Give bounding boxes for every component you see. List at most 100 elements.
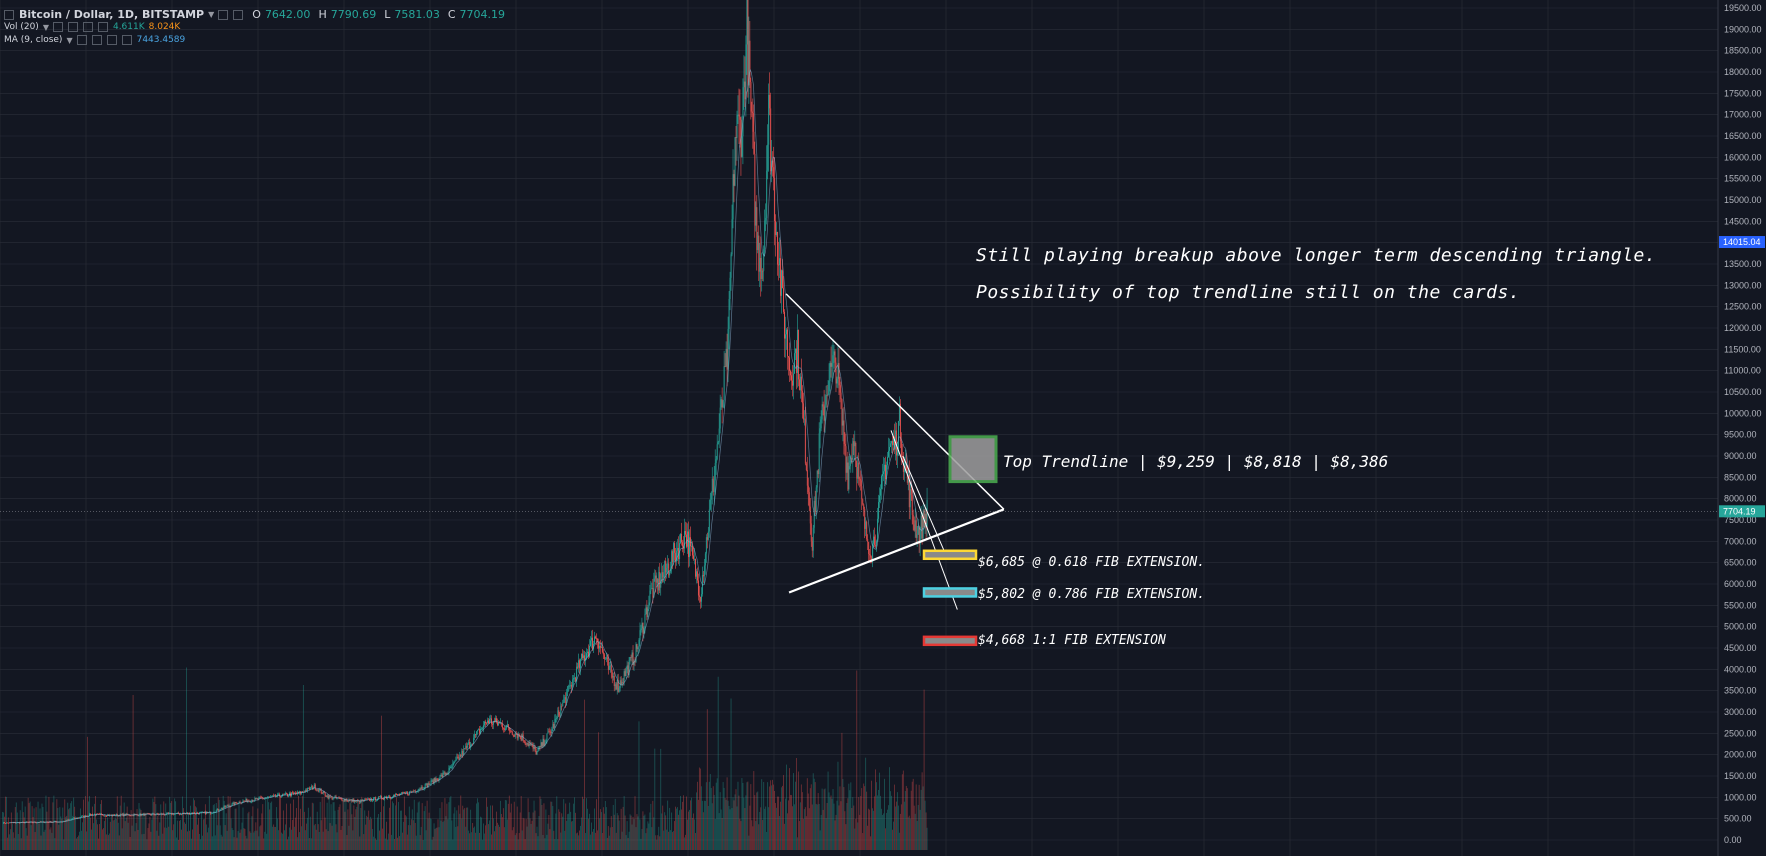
settings-icon[interactable] <box>91 35 102 45</box>
candle-body <box>715 459 717 463</box>
candle-body <box>365 799 367 801</box>
fib-1-box[interactable] <box>922 635 978 647</box>
candle-body <box>428 783 430 785</box>
candle-body <box>459 754 461 760</box>
more-icon[interactable] <box>121 35 132 45</box>
candle-body <box>257 798 259 800</box>
volume-bar <box>762 819 764 850</box>
volume-bar <box>388 833 389 850</box>
candle-body <box>433 778 435 784</box>
volume-bar <box>668 831 670 850</box>
volume-bar <box>455 826 457 850</box>
candle-body <box>705 537 707 554</box>
eye-icon[interactable] <box>52 22 63 32</box>
candle-body <box>562 702 564 707</box>
volume-label[interactable]: Vol (20) <box>4 22 39 32</box>
settings-icon[interactable] <box>218 9 229 20</box>
candle-body <box>74 817 76 819</box>
volume-bar <box>855 818 857 850</box>
candle-body <box>726 348 728 370</box>
volume-bar <box>670 830 672 850</box>
candle-body <box>651 588 653 589</box>
candle-body <box>85 815 87 817</box>
candle-body <box>695 558 696 577</box>
candle-body <box>680 533 682 544</box>
top-trendline-box[interactable] <box>948 435 998 484</box>
candle-body <box>884 464 885 472</box>
volume-bar <box>510 803 512 850</box>
close-icon[interactable] <box>233 9 244 20</box>
candle-body <box>778 264 780 266</box>
volume-bar <box>54 838 56 850</box>
candle-body <box>753 131 755 154</box>
candle-body <box>6 822 8 824</box>
volume-bar <box>385 838 386 850</box>
candle-body <box>829 362 831 382</box>
candle-body <box>590 640 591 646</box>
candle-body <box>628 660 630 675</box>
projection-line[interactable] <box>890 430 958 610</box>
volume-bar <box>543 803 545 850</box>
candle-body <box>28 822 30 823</box>
volume-value: 4.611K <box>112 22 145 32</box>
ascending-trendline[interactable] <box>788 508 1005 594</box>
volume-bar <box>639 819 641 850</box>
volume-bar <box>647 821 649 850</box>
close-icon[interactable] <box>82 22 93 32</box>
candle-body <box>760 257 762 279</box>
more-icon[interactable] <box>97 22 108 32</box>
candle-body <box>508 727 510 731</box>
y-tick-label: 6500.00 <box>1724 558 1757 568</box>
candle-body <box>661 572 663 582</box>
candle-body <box>129 815 131 817</box>
ma-label[interactable]: MA (9, close) <box>4 35 63 45</box>
candle-body <box>359 800 361 803</box>
candle-body <box>157 813 159 815</box>
volume-bar <box>851 807 853 850</box>
candle-body <box>517 733 519 739</box>
volume-bar <box>126 806 128 850</box>
candle-body <box>311 786 313 790</box>
volume-bar <box>98 838 99 850</box>
volume-bar <box>265 799 267 850</box>
fib-786-box[interactable] <box>922 587 978 598</box>
volume-bar <box>28 803 30 850</box>
fib-618-box[interactable] <box>922 549 978 561</box>
y-tick-label: 19000.00 <box>1724 24 1762 34</box>
chevron-down-icon[interactable]: ▼ <box>66 35 73 45</box>
y-tick-label: 15000.00 <box>1724 195 1762 205</box>
candle-body <box>432 780 434 784</box>
candle-body <box>368 798 370 800</box>
volume-bar <box>484 833 485 850</box>
chevron-down-icon[interactable]: ▼ <box>42 22 49 32</box>
candle-body <box>449 766 451 769</box>
candle-body <box>355 800 357 802</box>
volume-bar <box>154 796 156 850</box>
volume-bar <box>874 796 875 850</box>
volume-bar <box>387 839 388 850</box>
candle-body <box>784 311 785 339</box>
volume-bar <box>569 802 571 850</box>
volume-bar <box>558 809 560 850</box>
chevron-down-icon[interactable]: ▼ <box>208 10 215 19</box>
volume-bar <box>15 802 17 850</box>
volume-bar <box>730 698 732 850</box>
candle-body <box>777 231 779 265</box>
candle-body <box>818 433 820 475</box>
close-icon[interactable] <box>106 35 117 45</box>
candle-body <box>867 539 869 542</box>
projection-line[interactable] <box>902 455 948 559</box>
eye-icon[interactable] <box>76 35 87 45</box>
volume-bar <box>905 785 907 850</box>
volume-bar <box>429 818 431 850</box>
candle-body <box>921 515 923 539</box>
settings-icon[interactable] <box>67 22 78 32</box>
symbol-label[interactable]: Bitcoin / Dollar, 1D, BITSTAMP <box>19 8 205 21</box>
volume-bar <box>736 806 738 850</box>
candle-body <box>639 630 641 640</box>
candle-body <box>729 277 731 299</box>
volume-bar <box>625 835 627 850</box>
candle-body <box>568 685 570 687</box>
